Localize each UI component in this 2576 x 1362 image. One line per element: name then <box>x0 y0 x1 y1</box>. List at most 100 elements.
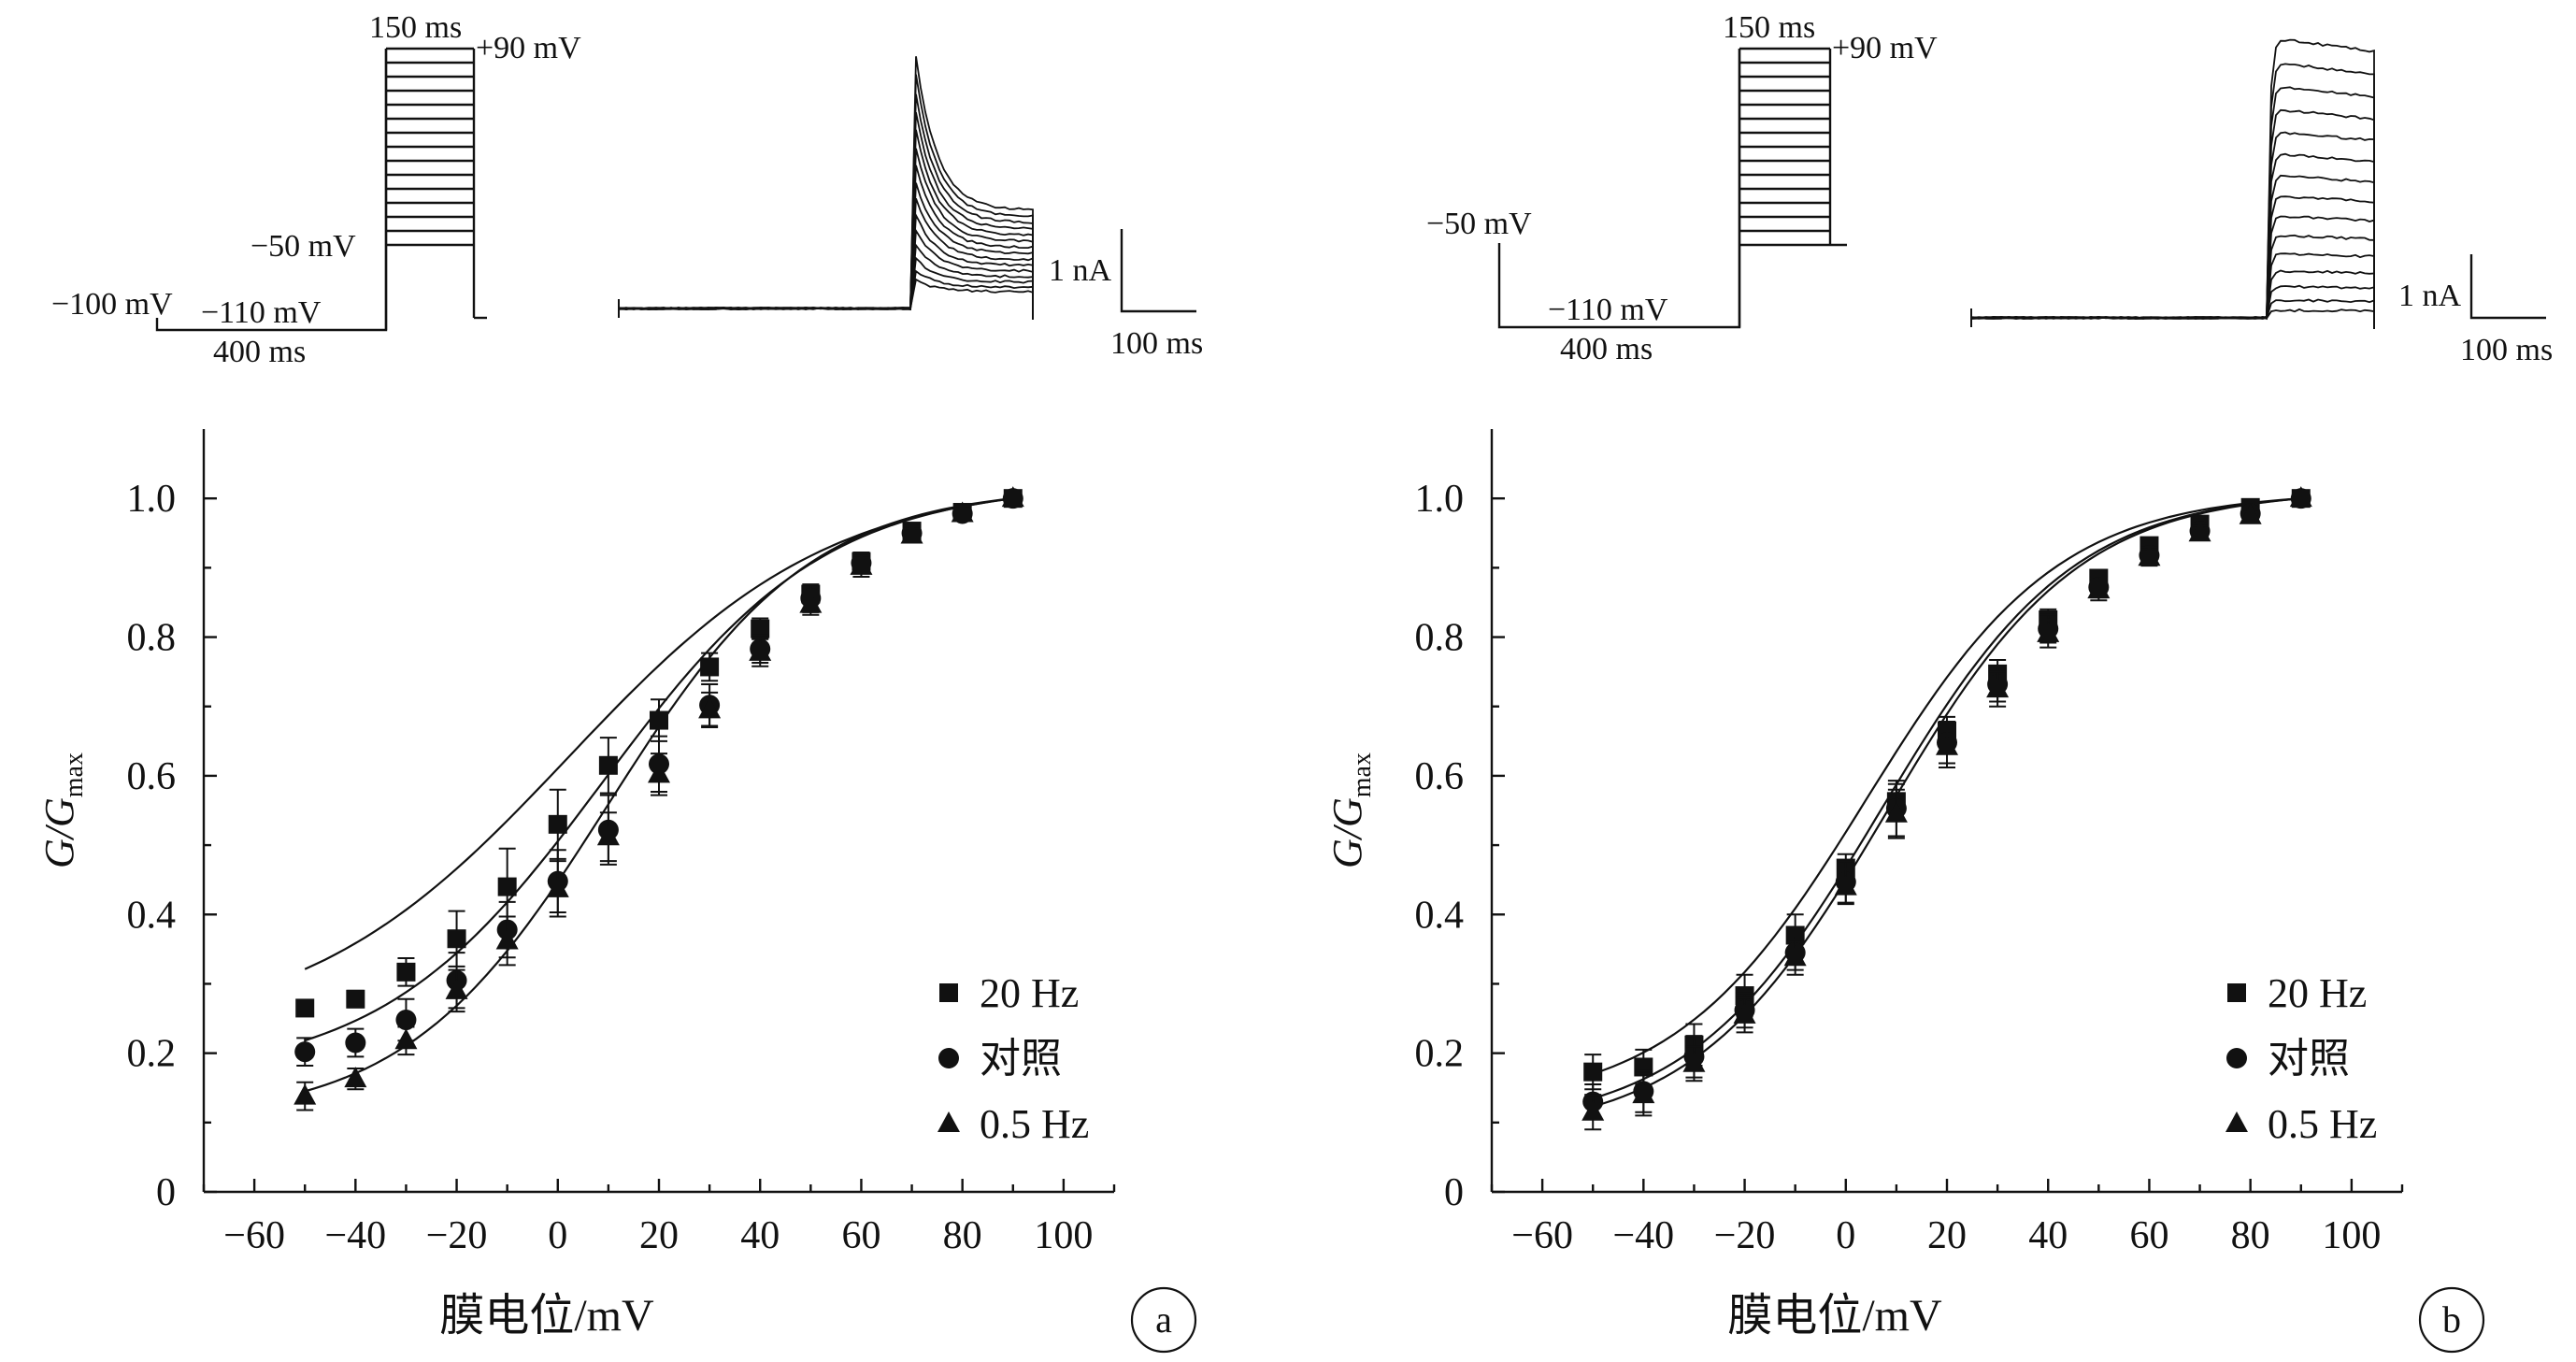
data-point-triangle <box>1936 734 1958 755</box>
current-trace <box>618 148 1034 320</box>
current-traces-group: 1 nA 100 ms <box>618 56 1203 361</box>
legend-label: 20 Hz <box>980 970 1079 1016</box>
legend-label: 0.5 Hz <box>980 1101 1089 1147</box>
data-point-triangle <box>1834 874 1857 896</box>
series-triangle <box>293 486 1024 1111</box>
x-tick-label: 80 <box>2231 1214 2270 1257</box>
current-trace <box>618 269 1034 320</box>
current-trace <box>618 197 1034 320</box>
current-trace <box>1970 108 2375 329</box>
current-trace <box>1970 234 2375 329</box>
data-point-square <box>598 755 618 775</box>
scale-bar-current-label: 1 nA <box>2398 279 2462 313</box>
data-point-triangle <box>344 1067 367 1088</box>
scale-bar-time-label: 100 ms <box>2460 333 2553 367</box>
y-tick-label: 0.8 <box>1415 617 1465 660</box>
legend-marker-circle <box>938 1048 959 1068</box>
series-square <box>1583 489 2311 1091</box>
y-tick-label: 0.8 <box>127 617 177 660</box>
legend-marker-circle <box>2226 1048 2247 1068</box>
panel-label-circle <box>2418 1286 2485 1354</box>
series-triangle <box>1581 486 2312 1131</box>
protocol-step-duration-label: 150 ms <box>1723 10 1815 45</box>
protocol-group: 150 ms +90 mV −100 mV −110 mV 400 ms −50 mV <box>51 10 581 369</box>
panel-b: 150 ms +90 mV −50 mV −110 mV 400 ms 1 nA 100 m… <box>1288 0 2576 1362</box>
data-point-triangle <box>1986 677 2010 698</box>
x-tick-label: −40 <box>324 1214 386 1257</box>
protocol-bottom-voltage-label: −50 mV <box>250 229 356 264</box>
current-trace <box>618 112 1034 320</box>
y-axis-label: G/Gmax <box>1324 753 1377 868</box>
x-tick-label: 60 <box>2129 1214 2168 1257</box>
x-tick-label: 20 <box>1927 1214 1967 1257</box>
data-point-triangle <box>2087 578 2111 599</box>
protocol-step-duration-label: 150 ms <box>369 10 462 45</box>
fit-curve-square <box>1592 497 2301 1075</box>
legend: 20 Hz 对照 0.5 Hz <box>2225 970 2377 1147</box>
data-point-triangle <box>900 523 923 544</box>
gv-plot-group: 0 0.2 0.4 0.6 0.8 1.0 −60 −40 −20 0 20 40 60 80 100 膜电位… <box>36 429 1197 1354</box>
data-point-triangle <box>1783 945 1807 967</box>
current-trace <box>618 56 1034 320</box>
panel-b-svg: 150 ms +90 mV −50 mV −110 mV 400 ms 1 nA 100 m… <box>1324 10 2553 1354</box>
protocol-group: 150 ms +90 mV −50 mV −110 mV 400 ms <box>1426 10 1938 366</box>
data-point-triangle <box>951 501 974 523</box>
data-point-triangle <box>1682 1051 1706 1072</box>
current-trace <box>1970 195 2375 329</box>
data-point-triangle <box>445 978 468 999</box>
y-tick-label: 0.4 <box>1415 894 1465 937</box>
data-point-triangle <box>2138 545 2161 566</box>
scale-bar <box>1120 229 1196 313</box>
y-axis-label-main: G/G <box>1324 797 1370 868</box>
data-point-square <box>700 657 720 677</box>
gv-plot-group: 0 0.2 0.4 0.6 0.8 1.0 −60 −40 −20 0 20 40 60 80 100 膜电位… <box>1324 429 2485 1354</box>
data-point-triangle <box>1632 1082 1655 1104</box>
protocol-holding-label: −100 mV <box>51 287 173 322</box>
y-tick-label: 1.0 <box>127 478 177 521</box>
x-tick-label: 80 <box>943 1214 982 1257</box>
data-point-triangle <box>2037 621 2060 642</box>
legend: 20 Hz 对照 0.5 Hz <box>937 970 1089 1147</box>
legend-label: 对照 <box>980 1036 1062 1082</box>
y-tick-label: 0 <box>156 1171 176 1214</box>
y-tick-label: 1.0 <box>1415 478 1465 521</box>
x-tick-label: 60 <box>841 1214 880 1257</box>
y-axis-label: G/Gmax <box>36 753 89 868</box>
data-point-triangle <box>2289 486 2312 508</box>
x-tick-label: 0 <box>1836 1214 1855 1257</box>
scale-bar-current-label: 1 nA <box>1049 253 1112 288</box>
current-trace <box>618 182 1034 320</box>
data-point-square <box>650 710 668 730</box>
data-point-square <box>447 929 466 949</box>
x-axis-label: 膜电位/mV <box>439 1291 654 1340</box>
data-point-circle <box>294 1041 316 1063</box>
fit-curve-circle <box>1592 497 2301 1100</box>
panel-label: a <box>1155 1298 1172 1340</box>
data-point-square <box>1583 1062 1603 1082</box>
x-tick-label: −40 <box>1612 1214 1674 1257</box>
x-tick-label: −60 <box>1511 1214 1573 1257</box>
y-axis-label-subscript: max <box>60 753 89 797</box>
data-point-triangle <box>850 553 873 575</box>
current-trace <box>1970 131 2375 329</box>
data-point-square <box>751 619 770 638</box>
current-trace <box>1970 38 2375 329</box>
y-axis-label-subscript: max <box>1348 753 1377 797</box>
fit-curve-triangle <box>1592 497 2301 1108</box>
data-point-triangle <box>1884 801 1908 823</box>
panel-a-svg: 150 ms +90 mV −100 mV −110 mV 400 ms −50 mV 1 … <box>36 10 1203 1354</box>
y-tick-label: 0.2 <box>127 1033 177 1076</box>
data-point-square <box>396 962 416 982</box>
protocol-top-voltage-label: +90 mV <box>476 31 581 65</box>
x-tick-label: 100 <box>1034 1214 1093 1257</box>
data-point-triangle <box>2239 503 2262 524</box>
current-trace <box>1970 174 2375 329</box>
current-trace <box>618 165 1034 320</box>
protocol-prepulse-duration-label: 400 ms <box>1560 332 1653 366</box>
panel-a: 150 ms +90 mV −100 mV −110 mV 400 ms −50 mV 1 … <box>36 10 1203 1354</box>
panel-label: b <box>2442 1298 2461 1340</box>
current-traces-group: 1 nA 100 ms <box>1970 38 2553 367</box>
data-point-triangle <box>1733 1002 1756 1024</box>
x-tick-label: −60 <box>223 1214 285 1257</box>
